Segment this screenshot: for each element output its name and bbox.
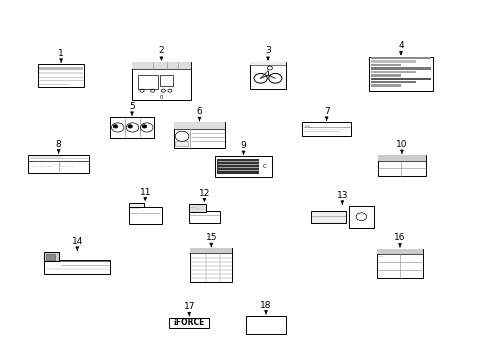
Bar bbox=[110, 117, 154, 138]
Bar bbox=[377, 155, 426, 161]
Bar bbox=[245, 316, 285, 334]
Bar bbox=[44, 252, 59, 261]
Bar bbox=[128, 207, 162, 224]
Bar bbox=[368, 57, 432, 91]
Bar bbox=[39, 67, 82, 71]
Bar bbox=[132, 62, 190, 69]
Bar bbox=[370, 71, 415, 73]
Bar bbox=[28, 155, 89, 173]
Bar bbox=[132, 62, 190, 100]
Bar bbox=[302, 122, 350, 136]
Bar bbox=[348, 206, 373, 228]
Bar bbox=[190, 248, 232, 253]
Text: 15: 15 bbox=[205, 233, 217, 242]
Text: ~~: ~~ bbox=[378, 256, 384, 260]
Text: 9: 9 bbox=[240, 141, 246, 150]
Bar bbox=[38, 64, 84, 87]
Text: 6: 6 bbox=[196, 107, 202, 116]
Bar bbox=[370, 67, 430, 70]
Bar bbox=[173, 122, 224, 129]
Text: 2: 2 bbox=[158, 46, 164, 55]
Bar bbox=[39, 72, 82, 75]
Text: 7: 7 bbox=[323, 107, 329, 116]
Bar bbox=[370, 84, 400, 87]
Bar bbox=[310, 211, 346, 223]
Bar bbox=[370, 60, 415, 63]
Circle shape bbox=[142, 125, 146, 128]
Text: 13: 13 bbox=[336, 191, 347, 200]
Bar bbox=[249, 62, 286, 65]
Bar bbox=[44, 260, 110, 274]
Text: 11: 11 bbox=[139, 188, 151, 197]
Text: 8: 8 bbox=[56, 140, 61, 149]
Text: 14: 14 bbox=[71, 237, 83, 246]
Text: 0: 0 bbox=[160, 95, 163, 100]
Bar bbox=[45, 254, 55, 260]
Text: 12: 12 bbox=[198, 189, 210, 198]
Text: 1: 1 bbox=[58, 49, 64, 58]
Bar bbox=[370, 57, 430, 59]
Bar bbox=[370, 74, 400, 77]
Bar bbox=[190, 248, 232, 282]
Text: ~~~~~~~~~~~~~~~~~~~~: ~~~~~~~~~~~~~~~~~~~~ bbox=[304, 128, 349, 132]
Bar bbox=[138, 75, 158, 89]
Bar bbox=[215, 156, 271, 177]
Text: C: C bbox=[263, 164, 266, 169]
Text: 16: 16 bbox=[393, 233, 405, 242]
Circle shape bbox=[113, 125, 118, 128]
Bar bbox=[370, 64, 400, 66]
Text: 5: 5 bbox=[129, 102, 135, 111]
Bar bbox=[376, 249, 422, 278]
Bar bbox=[377, 155, 426, 176]
Bar bbox=[175, 141, 188, 146]
Bar bbox=[376, 249, 422, 254]
Text: ~~  ~~  ~~: ~~ ~~ ~~ bbox=[30, 165, 52, 168]
Bar bbox=[169, 318, 209, 328]
Bar bbox=[173, 122, 224, 148]
Bar bbox=[188, 211, 220, 223]
Text: ruu_: ruu_ bbox=[304, 123, 312, 127]
Bar bbox=[128, 203, 143, 207]
Text: ~~  ~~: ~~ ~~ bbox=[61, 165, 75, 168]
Circle shape bbox=[128, 125, 132, 128]
Text: 10: 10 bbox=[395, 140, 407, 149]
Bar bbox=[249, 62, 286, 89]
Text: 18: 18 bbox=[260, 301, 271, 310]
Text: ~~~: ~~~ bbox=[131, 208, 140, 212]
Bar bbox=[160, 75, 172, 86]
Text: ~~ --: ~~ -- bbox=[190, 206, 200, 210]
Text: 17: 17 bbox=[183, 302, 195, 311]
Bar bbox=[370, 81, 415, 84]
Bar bbox=[188, 203, 205, 211]
Text: 3: 3 bbox=[264, 46, 270, 55]
Bar bbox=[217, 159, 259, 174]
Text: 4: 4 bbox=[397, 41, 403, 50]
Text: ℹFORCE: ℹFORCE bbox=[173, 318, 204, 328]
Bar bbox=[370, 77, 430, 80]
